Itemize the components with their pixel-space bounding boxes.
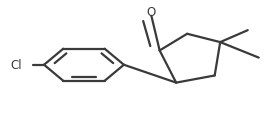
Text: Cl: Cl — [11, 59, 22, 72]
Text: O: O — [147, 6, 156, 18]
